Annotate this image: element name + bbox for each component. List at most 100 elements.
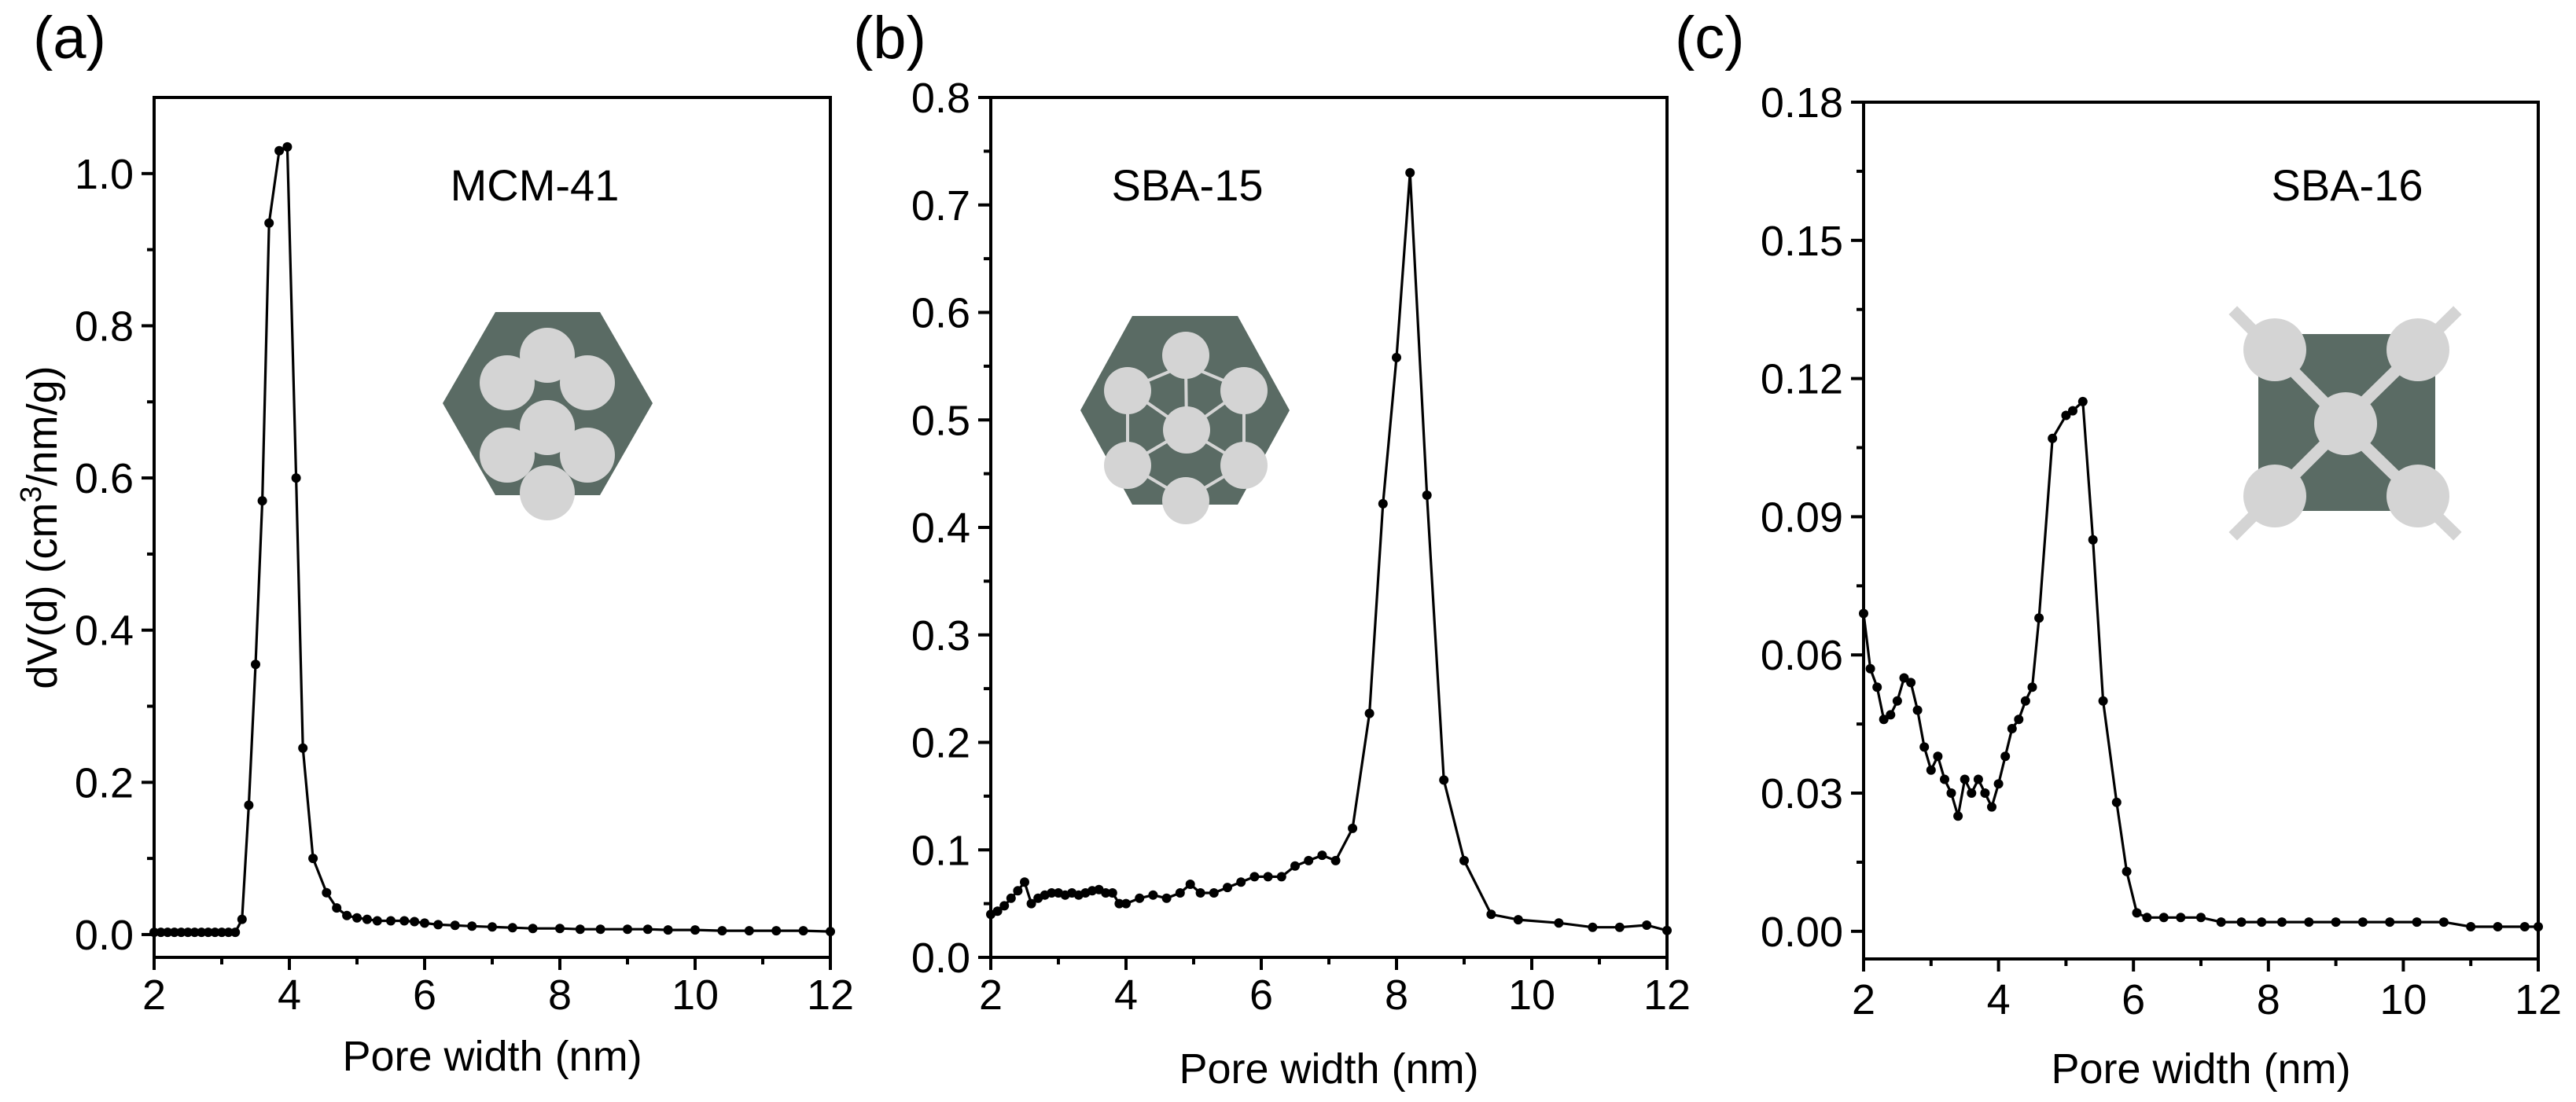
data-point [488,922,497,932]
data-point [1114,898,1124,909]
y-tick-label: 0.12 [1761,356,1843,403]
x-tick-label: 4 [1987,976,2011,1023]
chart-panel-c: 2 4 6 8 10 12 0.00 0.03 0.06 0.09 0.12 0.15 0.18 (c) S… [1675,5,2562,1093]
data-point [2158,913,2169,923]
data-point [2519,922,2530,931]
x-tick-label: 6 [2122,976,2145,1023]
data-point [1195,888,1205,898]
data-point [2385,917,2395,928]
plot-frame [153,96,832,959]
data-point [169,928,179,938]
data-point [1960,774,1970,784]
sba15-pore-structure-icon [1080,316,1290,524]
y-tick-label: 0.0 [911,935,970,982]
data-point [372,916,382,926]
data-point [717,926,727,936]
data-point [2412,917,2422,928]
data-point [291,473,301,483]
data-point [1980,788,1990,798]
data-point [663,925,673,935]
data-point [156,928,166,938]
y-tick-label: 0.3 [911,612,970,659]
data-point [1107,888,1117,898]
data-point [2068,406,2077,416]
series-line [154,145,831,934]
data-point [1006,893,1016,903]
x-tick-label: 12 [807,972,854,1019]
sample-annotation: MCM-41 [451,160,620,210]
data-point [528,924,538,934]
data-point [450,920,460,931]
data-point [1940,774,1949,784]
data-point [771,926,782,936]
y-tick-label: 0.4 [911,505,970,552]
data-point [2132,908,2142,918]
data-point [1919,742,1930,752]
data-point [399,916,410,926]
data-point [1148,890,1158,900]
data-point [203,928,213,938]
data-point [2122,866,2132,876]
data-point [2007,724,2017,733]
data-point [210,928,220,938]
data-point [1422,490,1432,500]
hexagonal-pore-array-icon [443,312,653,520]
data-point [362,914,372,924]
data-point [183,928,193,938]
data-point [2357,917,2368,928]
data-point [257,496,267,506]
data-point [1348,823,1358,833]
y-tick-label: 0.2 [75,759,134,806]
data-point [798,926,808,936]
data-point [1953,811,1963,821]
data-point [332,903,342,913]
x-tick-label: 10 [1508,972,1555,1019]
plots-layer: 2 4 6 8 10 12 0.0 0.2 0.4 0.6 0.8 1.0 (a) MCM-41 Pore … [15,5,2562,1093]
y-tick-label: 0.03 [1761,770,1843,817]
data-point [1865,663,1875,674]
data-point [1892,696,1902,706]
data-point [1013,886,1023,896]
data-point [237,914,247,924]
data-point [2088,534,2098,545]
panel-label: (c) [1675,5,1745,72]
data-point [1135,893,1145,903]
plot-frame [1862,101,2540,961]
sample-annotation: SBA-15 [1112,160,1264,210]
data-point [244,800,254,810]
data-point [1223,883,1232,893]
data-point [2098,696,2108,706]
y-tick-label: 0.8 [75,303,134,350]
data-point [190,928,200,938]
data-point [1392,352,1401,362]
data-point [2304,917,2314,928]
data-point [1047,888,1057,898]
data-point [1439,775,1449,785]
x-tick-label: 10 [2379,976,2427,1023]
x-tick-label: 2 [142,972,166,1019]
x-tick-label: 8 [2257,976,2280,1023]
data-point [2077,396,2088,406]
data-point [2142,913,2152,923]
data-point [230,928,241,938]
series-line [990,171,1668,932]
data-point [352,913,362,923]
data-point [1459,855,1469,865]
y-tick-label: 0.09 [1761,494,1843,541]
y-tick-label: 0.8 [911,75,970,122]
data-point [1513,915,1523,925]
data-point [1859,608,1868,619]
data-point [176,928,186,938]
data-point [1175,888,1185,898]
data-point [575,924,585,935]
x-tick-label: 2 [1852,976,1875,1023]
data-point [1987,802,1996,812]
data-point [2216,917,2226,928]
data-point [690,925,700,935]
y-tick-label: 0.1 [911,827,970,874]
y-tick-label: 0.5 [911,397,970,444]
data-point [322,887,332,898]
data-point [2438,917,2449,928]
data-point [1912,705,1923,715]
